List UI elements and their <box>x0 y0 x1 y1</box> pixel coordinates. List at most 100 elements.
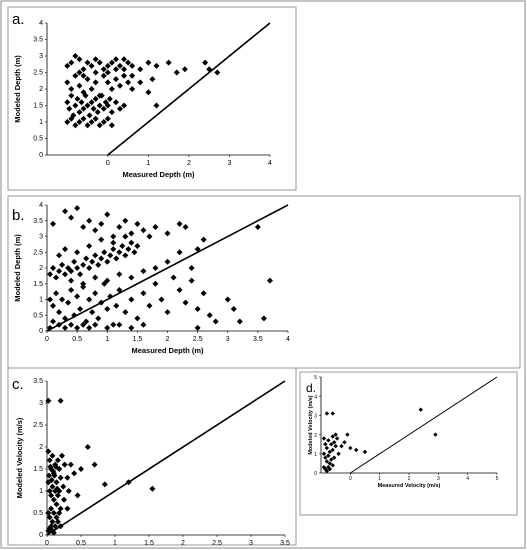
data-point <box>80 261 87 268</box>
data-point <box>330 434 335 439</box>
data-point <box>101 481 108 488</box>
y-tick-label: 1 <box>314 452 317 458</box>
data-point <box>170 274 177 281</box>
data-point <box>329 457 334 462</box>
x-axis-label: Measured Velocity (m/s) <box>378 483 441 489</box>
data-point <box>80 66 87 73</box>
data-point <box>100 72 107 79</box>
data-point <box>68 86 75 92</box>
data-point <box>84 102 91 109</box>
x-tick-label: 2 <box>181 540 185 547</box>
y-tick-label: 2 <box>39 444 43 451</box>
data-point <box>188 265 195 271</box>
data-point <box>51 472 58 479</box>
data-point <box>200 236 207 243</box>
data-point <box>104 69 111 76</box>
data-point <box>57 397 64 404</box>
data-point <box>46 488 53 494</box>
y-axis-label: Modeled Velocity (m/s) <box>308 395 314 454</box>
data-point <box>71 470 78 477</box>
data-point <box>153 102 160 109</box>
y-tick-label: 0 <box>39 152 43 159</box>
x-tick-label: 1.5 <box>133 336 143 343</box>
x-tick-label: 3 <box>249 540 253 547</box>
data-point <box>146 302 153 309</box>
data-point <box>92 227 99 234</box>
data-point <box>57 474 64 481</box>
x-tick-label: 0 <box>106 160 110 167</box>
data-point <box>327 466 332 472</box>
x-tick-label: 2 <box>166 336 170 343</box>
data-point <box>214 69 221 76</box>
panel-letter: b. <box>12 207 25 224</box>
data-point <box>77 305 84 312</box>
data-point <box>76 56 83 63</box>
data-point <box>327 449 332 455</box>
data-point <box>121 102 128 109</box>
y-tick-label: 4 <box>314 394 317 400</box>
data-point <box>47 296 54 303</box>
data-point <box>362 449 368 455</box>
data-point <box>95 261 102 268</box>
data-point <box>53 274 60 281</box>
data-point <box>181 66 188 73</box>
y-tick-label: 1.5 <box>33 103 43 110</box>
data-point <box>321 451 327 456</box>
data-point <box>96 59 103 66</box>
data-point <box>92 321 99 328</box>
data-point <box>92 115 99 122</box>
data-point <box>104 324 111 331</box>
data-point <box>128 239 135 246</box>
data-point <box>188 277 195 284</box>
data-point <box>112 66 119 73</box>
data-point <box>119 242 126 249</box>
x-axis-label: Measured Depth (m) <box>122 170 195 179</box>
data-point <box>112 99 119 106</box>
data-point <box>66 105 73 112</box>
data-point <box>140 321 147 328</box>
data-point <box>230 305 237 312</box>
data-point <box>125 246 132 253</box>
y-tick-label: 3 <box>39 53 43 60</box>
data-point <box>91 461 98 468</box>
data-point <box>332 455 337 460</box>
data-point <box>113 302 120 309</box>
data-point <box>100 119 107 125</box>
x-tick-label: 0 <box>45 540 49 547</box>
data-point <box>86 242 93 249</box>
data-point <box>80 115 87 122</box>
data-point <box>77 271 84 278</box>
x-tick-label: 3.5 <box>280 540 290 547</box>
y-tick-label: 0 <box>39 328 43 335</box>
data-point <box>194 305 201 312</box>
data-point <box>149 485 156 492</box>
data-point <box>324 459 330 464</box>
y-tick-label: 2 <box>314 433 317 439</box>
data-point <box>153 62 160 69</box>
data-point <box>129 72 136 79</box>
data-point <box>90 105 97 112</box>
data-point <box>164 309 171 316</box>
data-point <box>116 82 123 89</box>
data-point <box>122 309 129 316</box>
data-point <box>107 252 114 259</box>
data-point <box>140 227 147 234</box>
data-point <box>164 230 171 237</box>
data-point <box>116 271 123 278</box>
data-point <box>200 290 207 297</box>
data-point <box>52 463 59 470</box>
data-point <box>54 492 61 499</box>
panel-b: 0 0.5 1 1.5 2 2.5 3 3.5 4 0 0.5 1 1.5 2 2.5 3 3.5 4 Measur… <box>7 195 521 369</box>
one-to-one-line <box>107 22 271 156</box>
data-point <box>326 453 331 458</box>
data-point <box>53 479 60 486</box>
data-point <box>88 86 95 92</box>
data-point <box>260 315 267 322</box>
x-tick-label: 5 <box>496 476 499 482</box>
data-point <box>56 252 63 259</box>
data-point <box>104 277 111 284</box>
data-point <box>64 79 71 86</box>
y-tick-label: 0.5 <box>33 510 43 517</box>
data-point <box>121 72 128 79</box>
